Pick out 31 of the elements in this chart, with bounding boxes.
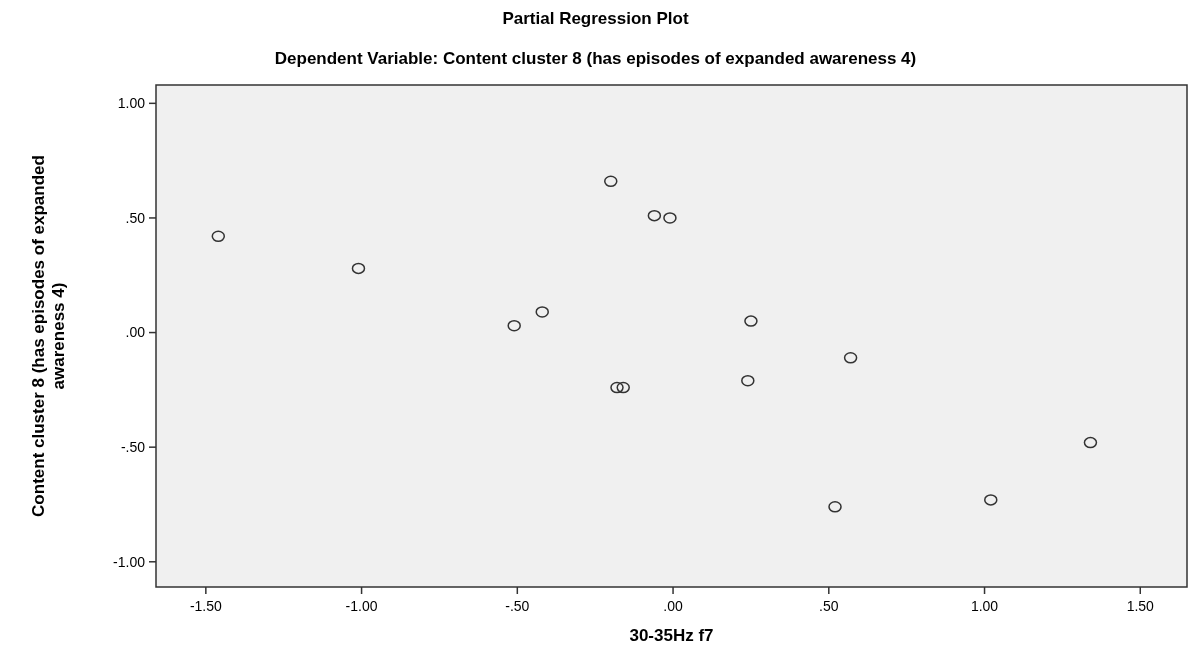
point: [604, 175, 618, 188]
y-tick-label: 1.00: [117, 95, 146, 112]
x-tick-label: 1.00: [970, 598, 999, 614]
y-tick-label: -.50: [120, 439, 146, 456]
y-tick-label: -1.00: [113, 553, 146, 570]
x-tick-label: .00: [663, 598, 683, 614]
point: [1083, 436, 1098, 449]
point: [984, 494, 998, 506]
point: [351, 262, 366, 275]
point: [535, 306, 549, 318]
point: [843, 352, 858, 364]
x-tick-label: .50: [819, 598, 839, 614]
x-axis-title: 30-35Hz f7: [629, 626, 714, 645]
point: [744, 315, 758, 327]
x-tick-label: -1.00: [345, 598, 378, 614]
y-axis-title: Content cluster 8 (has episodes of expanded awareness 4): [29, 155, 68, 517]
point: [647, 209, 662, 222]
chart-title: Partial Regression Plot: [502, 9, 689, 28]
chart-subtitle: Dependent Variable: Content cluster 8 (has episodes of expanded awareness 4): [274, 49, 917, 68]
point: [507, 319, 521, 332]
x-tick-label: 1.50: [1126, 598, 1155, 614]
point: [828, 501, 842, 513]
point: [741, 374, 755, 387]
y-tick-label: .50: [125, 209, 146, 226]
x-tick-label: -.50: [505, 598, 530, 614]
point: [616, 381, 630, 394]
point: [211, 230, 226, 243]
y-tick-label: .00: [125, 324, 146, 341]
point: [610, 381, 624, 394]
x-tick-label: -1.50: [189, 598, 222, 614]
point: [663, 212, 677, 224]
